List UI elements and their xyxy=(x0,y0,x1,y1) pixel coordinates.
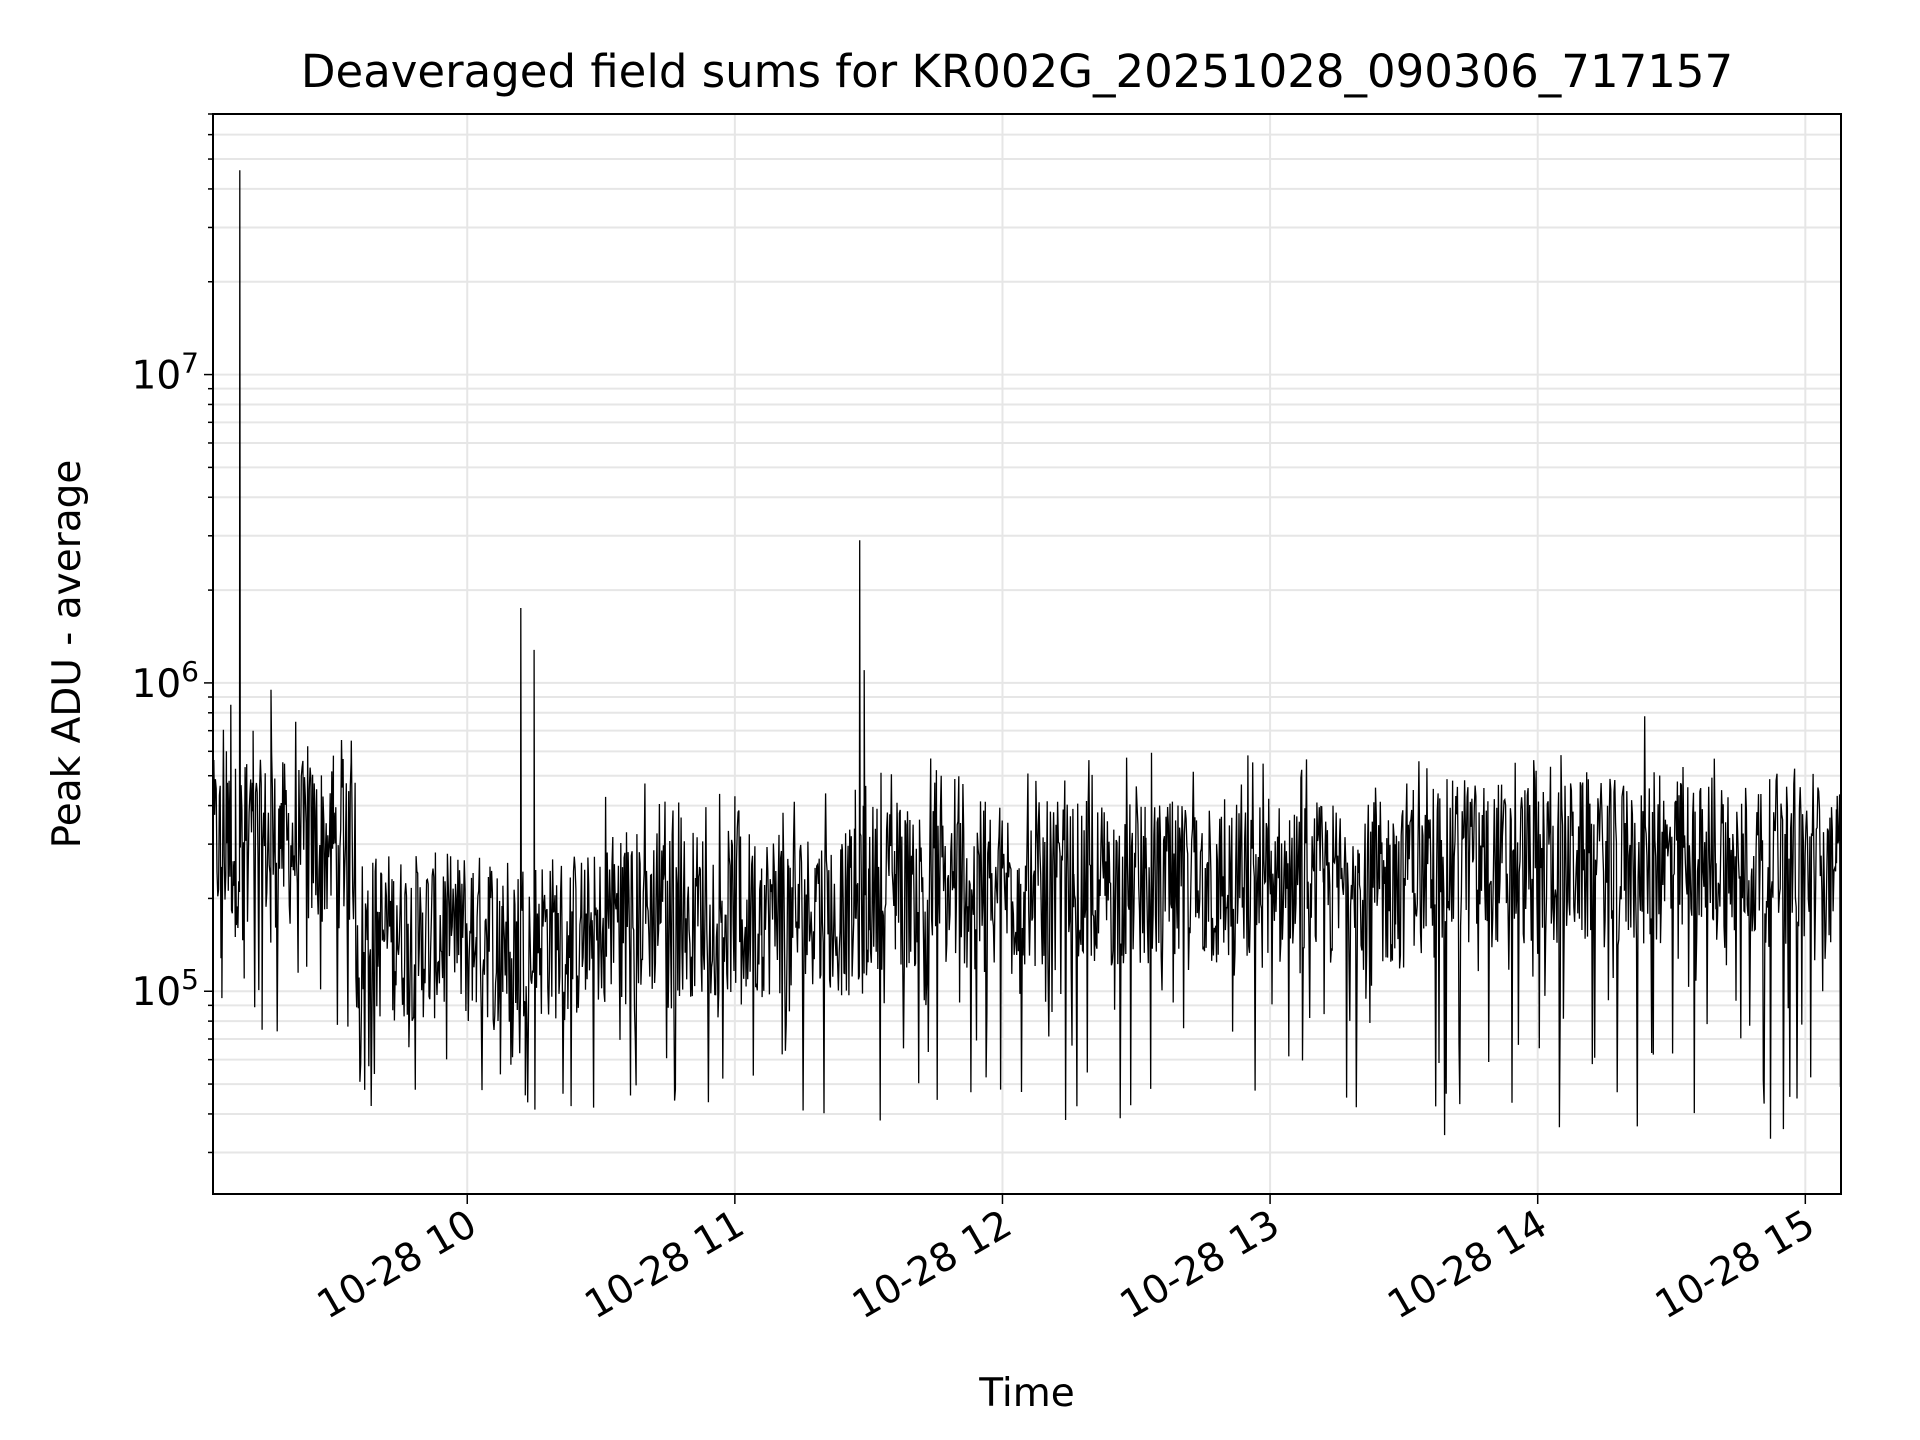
y-tick-label: 107 xyxy=(132,347,199,399)
plot-frame xyxy=(212,113,1842,1195)
y-tick-label: 106 xyxy=(132,655,199,707)
series-line xyxy=(213,170,1841,1139)
y-tick-label: 105 xyxy=(132,963,199,1015)
chart-title: Deaveraged field sums for KR002G_2025102… xyxy=(301,45,1733,98)
y-axis-ticks: 105 106 107 xyxy=(132,113,213,1154)
x-axis-label: Time xyxy=(978,1371,1074,1416)
y-axis-label: Peak ADU - average xyxy=(45,460,90,849)
